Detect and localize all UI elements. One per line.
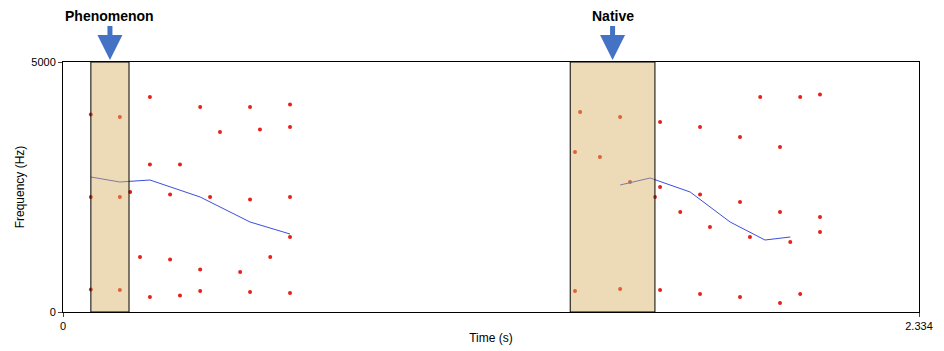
svg-text:Native: Native xyxy=(592,8,634,24)
svg-text:Frequency (Hz): Frequency (Hz) xyxy=(13,146,27,229)
svg-text:2.334: 2.334 xyxy=(905,320,933,332)
svg-text:Phenomenon: Phenomenon xyxy=(65,8,154,24)
svg-text:Time (s): Time (s) xyxy=(469,331,513,345)
svg-text:5000: 5000 xyxy=(31,56,55,68)
svg-text:0: 0 xyxy=(60,320,66,332)
svg-text:0: 0 xyxy=(50,306,56,318)
